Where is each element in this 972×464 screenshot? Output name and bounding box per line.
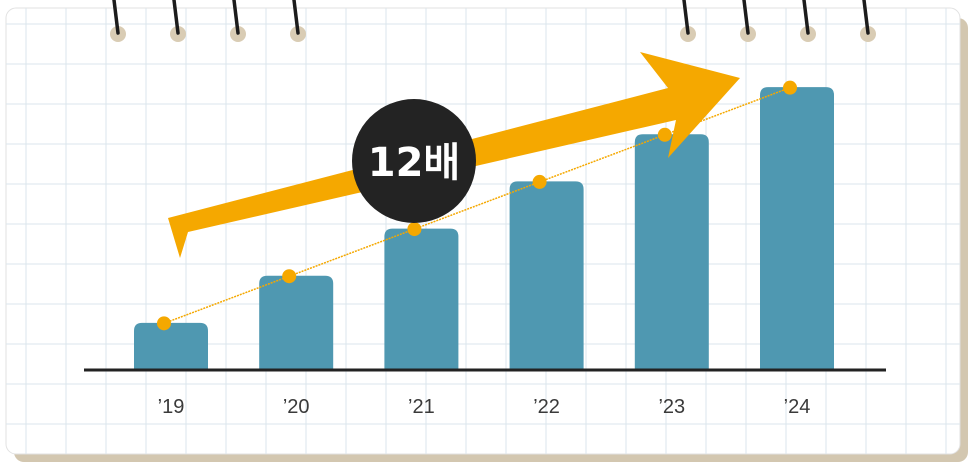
x-tick-label: ’21: [408, 396, 435, 418]
binder-ring-icon: [740, 0, 756, 42]
bar: [259, 275, 334, 370]
trend-polyline: [163, 86, 791, 325]
x-tick-label: ’20: [283, 396, 310, 418]
binder-rings: [110, 0, 876, 42]
binder-ring-icon: [680, 0, 696, 42]
x-tick-label: ’24: [784, 396, 811, 418]
ring-wire: [112, 0, 120, 35]
badge-label: 12배: [368, 140, 460, 186]
binder-ring-icon: [290, 0, 306, 42]
trend-point: [657, 127, 672, 142]
bar: [384, 228, 459, 370]
bars: [134, 87, 834, 371]
bar: [509, 181, 584, 370]
binder-ring-icon: [230, 0, 246, 42]
trend-point: [783, 80, 797, 95]
ring-wire: [292, 0, 300, 35]
binder-ring-icon: [800, 0, 816, 42]
bar: [134, 322, 208, 370]
trend-point: [157, 316, 171, 331]
ring-wire: [802, 0, 810, 35]
bar: [634, 134, 709, 370]
ring-wire: [172, 0, 180, 35]
binder-ring-icon: [860, 0, 876, 42]
ring-wire: [742, 0, 750, 35]
x-tick-labels: ’19 ’20 ’21 ’22 ’23 ’24: [158, 396, 811, 418]
x-tick-label: ’22: [533, 396, 560, 418]
paper-sheet: [5, 7, 961, 455]
ring-wire: [862, 0, 870, 35]
x-tick-label: ’23: [658, 396, 685, 418]
bar: [760, 87, 834, 371]
badge-circle: [352, 99, 476, 223]
notebook-paper: [5, 7, 968, 462]
trend-point: [282, 269, 297, 284]
ring-wire: [232, 0, 240, 35]
binder-ring-icon: [170, 0, 186, 42]
growth-badge: 12배: [352, 99, 476, 223]
ring-wire: [682, 0, 690, 35]
binder-ring-icon: [110, 0, 126, 42]
x-tick-label: ’19: [158, 396, 185, 418]
trend-line: [157, 80, 797, 331]
trend-point: [532, 174, 547, 189]
trend-point: [407, 222, 422, 237]
paper-grid: [6, 8, 960, 454]
